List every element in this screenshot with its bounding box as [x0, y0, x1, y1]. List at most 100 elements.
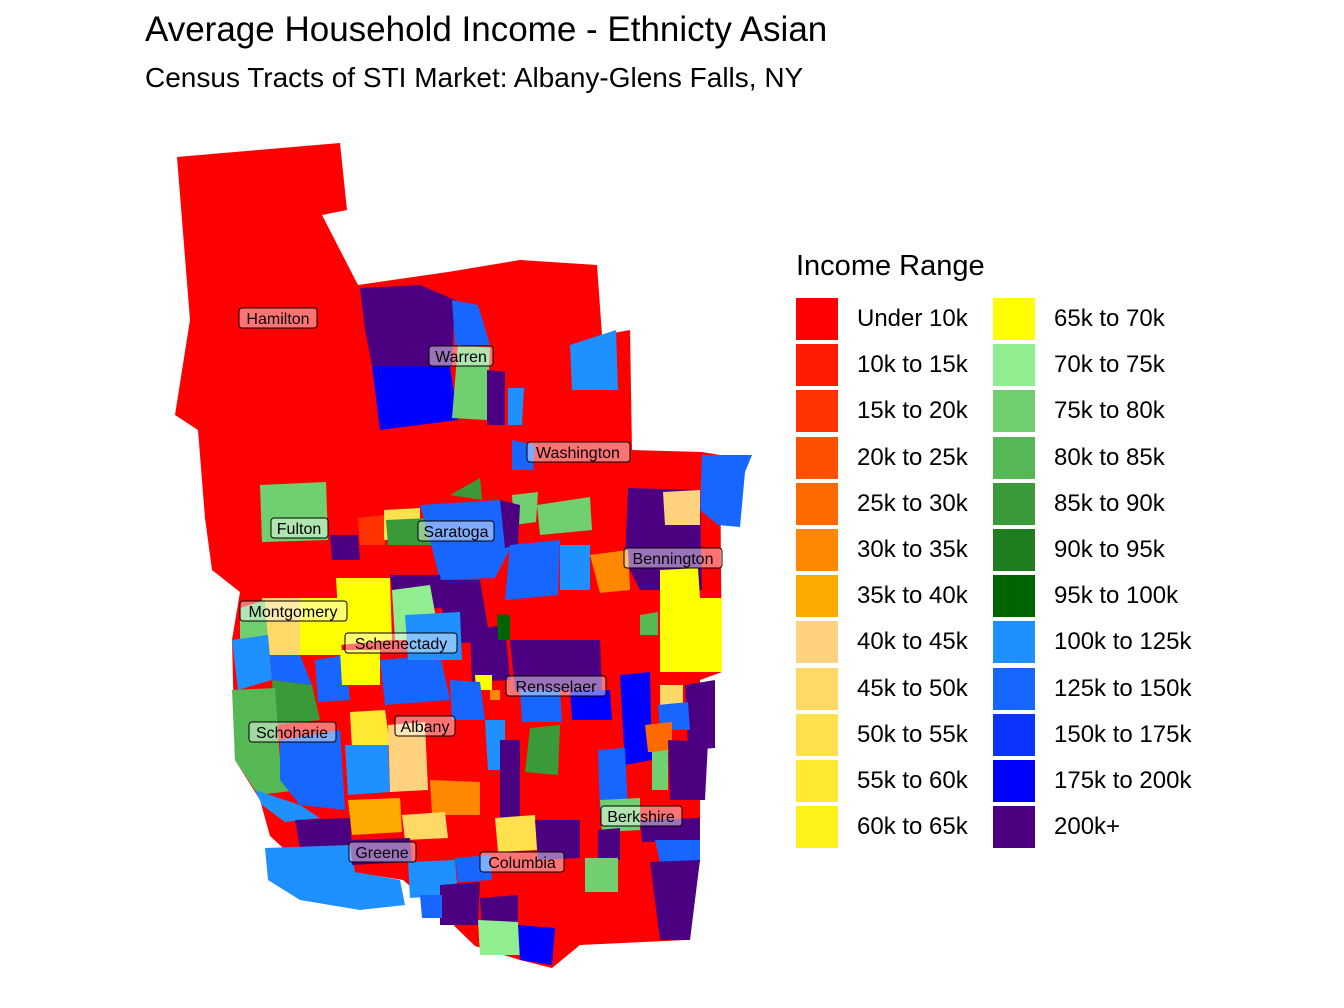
tract: [440, 882, 480, 925]
legend-columns: Under 10k 10k to 15k 15k to 20k 20k to 25k 2…: [796, 296, 1192, 850]
legend-swatch: [993, 436, 1035, 479]
tract: [640, 818, 700, 842]
legend-label: 25k to 30k: [857, 489, 968, 517]
legend-label: 20k to 25k: [857, 443, 968, 471]
legend-swatch: [993, 713, 1035, 756]
tract: [537, 497, 592, 535]
tract: [450, 478, 482, 500]
county-label-fulton: Fulton: [270, 517, 329, 539]
county-label-washington: Washington: [526, 441, 631, 463]
legend-swatch: [993, 806, 1035, 849]
tract: [645, 722, 672, 752]
map-subtitle: Census Tracts of STI Market: Albany-Glen…: [145, 62, 804, 93]
tract: [620, 672, 652, 765]
tract: [386, 518, 432, 545]
tract: [598, 748, 628, 812]
legend-item: 100k to 125k: [993, 619, 1192, 665]
tract: [280, 730, 345, 810]
tract: [518, 925, 555, 965]
tract: [652, 750, 668, 790]
legend-title: Income Range: [796, 250, 985, 282]
tract: [495, 815, 537, 852]
tract: [663, 490, 700, 525]
legend-label: 200k+: [1054, 813, 1121, 841]
tract: [348, 798, 402, 835]
map-title: Average Household Income - Ethnicty Asia…: [145, 10, 828, 49]
tract: [525, 725, 560, 775]
svg-text:Schoharie: Schoharie: [256, 725, 328, 742]
tract: [345, 745, 390, 795]
county-label-saratoga: Saratoga: [417, 520, 495, 542]
county-label-albany: Albany: [394, 715, 456, 737]
tract: [420, 895, 442, 918]
tract: [262, 598, 300, 655]
county-label-schoharie: Schoharie: [248, 721, 337, 743]
tract: [260, 482, 328, 542]
tract: [668, 740, 708, 800]
legend-label: 75k to 80k: [1054, 397, 1165, 425]
legend-label: 85k to 90k: [1054, 489, 1165, 517]
tract: [520, 690, 562, 722]
tract: [300, 598, 342, 655]
legend-swatch: [796, 621, 838, 664]
legend-label: 10k to 15k: [857, 351, 968, 379]
tract: [660, 568, 722, 672]
legend-item: 35k to 40k: [796, 573, 993, 619]
legend-swatch: [796, 713, 838, 756]
svg-text:Berkshire: Berkshire: [607, 809, 675, 826]
legend-item: 95k to 100k: [993, 573, 1190, 619]
tract: [487, 370, 505, 425]
legend-item: 15k to 20k: [796, 388, 993, 434]
legend-column-left: Under 10k 10k to 15k 15k to 20k 20k to 25k 2…: [796, 296, 993, 850]
legend-label: 35k to 40k: [857, 582, 968, 610]
legend-label: 40k to 45k: [857, 628, 968, 656]
tract: [380, 655, 450, 705]
tract: [420, 500, 512, 580]
legend-swatch: [796, 529, 838, 572]
legend-swatch: [993, 390, 1035, 433]
legend-swatch: [993, 482, 1035, 525]
tract: [512, 440, 535, 470]
legend-label: 80k to 85k: [1054, 443, 1165, 471]
tract: [340, 650, 380, 685]
svg-text:Rensselaer: Rensselaer: [516, 679, 598, 696]
tract: [232, 635, 272, 690]
tract: [452, 300, 490, 345]
tract: [585, 858, 618, 892]
svg-text:Columbia: Columbia: [488, 855, 556, 872]
tract: [350, 838, 412, 865]
tract: [560, 545, 590, 590]
legend-swatch: [796, 575, 838, 618]
tract: [430, 780, 480, 815]
tract: [655, 840, 700, 862]
svg-text:Montgomery: Montgomery: [249, 604, 338, 621]
legend-label: 50k to 55k: [857, 720, 968, 748]
legend-swatch: [796, 390, 838, 433]
tract: [455, 855, 492, 882]
legend-item: 10k to 15k: [796, 342, 993, 388]
legend-item: 75k to 80k: [993, 388, 1190, 434]
legend-swatch: [796, 436, 838, 479]
tract: [336, 578, 392, 645]
legend-item: 200k+: [993, 804, 1190, 850]
legend-label: 100k to 125k: [1054, 628, 1192, 656]
choropleth-map: Hamilton Warren Washington Fulton Sarato…: [175, 143, 752, 968]
county-label-hamilton: Hamilton: [238, 307, 318, 329]
legend-swatch: [993, 759, 1035, 802]
tract: [450, 680, 485, 720]
svg-text:Bennington: Bennington: [633, 551, 714, 568]
tract: [402, 812, 448, 840]
tract: [685, 680, 715, 750]
legend-swatch: [993, 529, 1035, 572]
tract: [650, 860, 700, 940]
county-label-greene: Greene: [348, 841, 417, 863]
legend-label: 125k to 150k: [1054, 674, 1192, 702]
svg-text:Washington: Washington: [536, 445, 620, 462]
tract: [497, 614, 510, 640]
legend-label: Under 10k: [857, 305, 968, 333]
tract: [255, 790, 320, 822]
legend-item: 125k to 150k: [993, 666, 1192, 712]
tract: [372, 366, 458, 430]
legend-item: 85k to 90k: [993, 481, 1190, 527]
legend-item: 90k to 95k: [993, 527, 1190, 573]
